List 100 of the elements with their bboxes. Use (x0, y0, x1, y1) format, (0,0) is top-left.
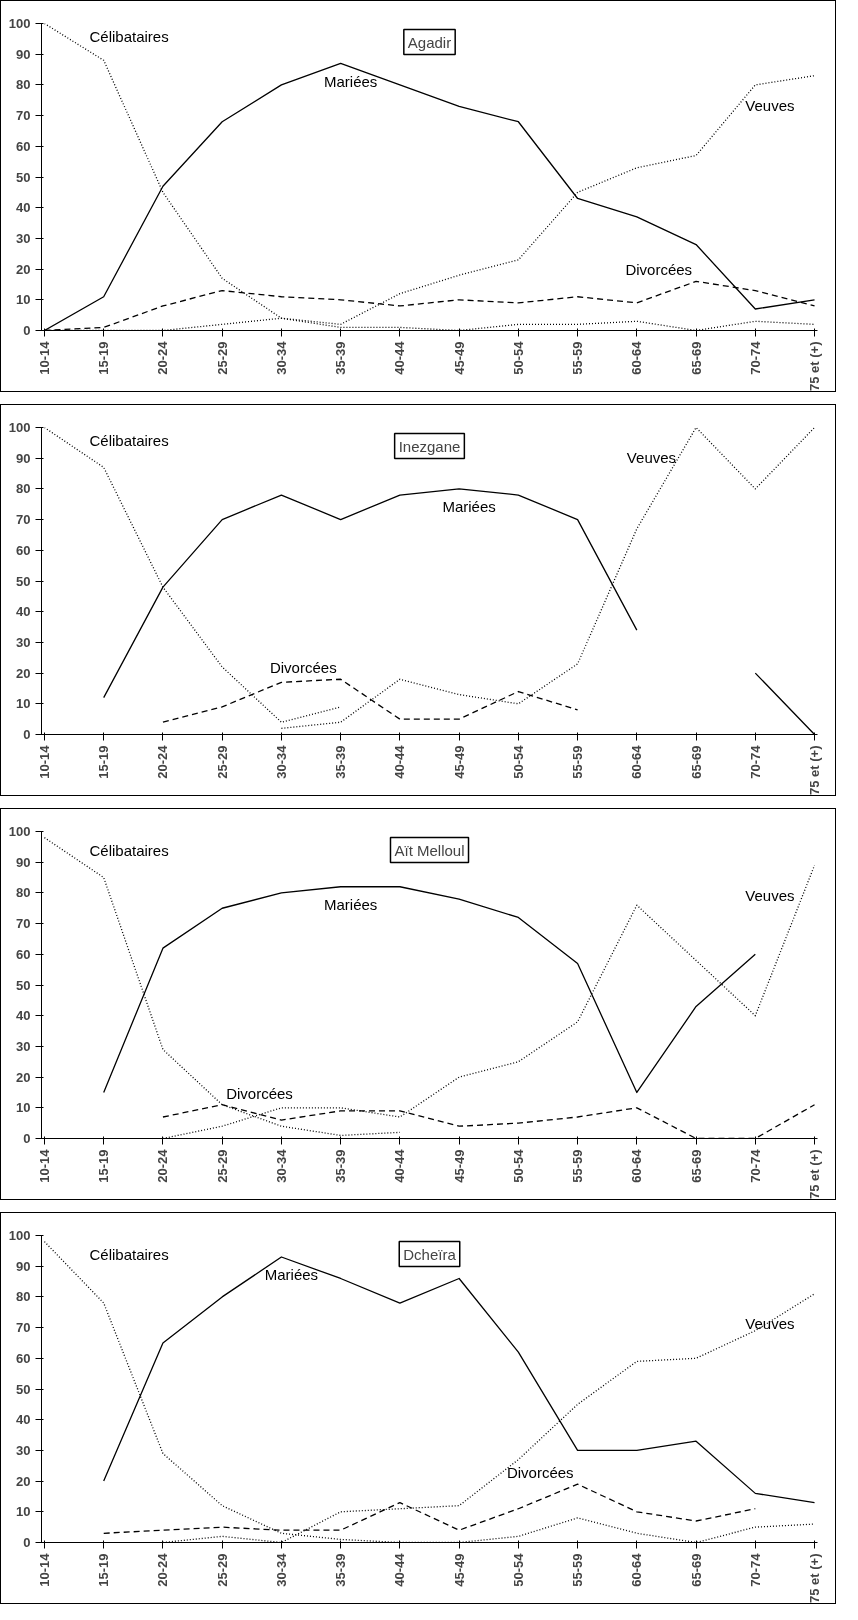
y-tick-label: 70 (16, 1320, 31, 1336)
x-tick-label: 75 et (+) (807, 1553, 823, 1603)
y-tick-label: 10 (16, 292, 31, 308)
y-tick-label: 20 (16, 665, 31, 681)
x-tick-label: 10-14 (36, 1148, 52, 1183)
y-tick-label: 100 (8, 420, 31, 435)
y-tick-label: 70 (16, 916, 31, 932)
y-tick-label: 0 (23, 727, 31, 742)
series-label: Célibataires (89, 841, 169, 859)
x-tick-label: 10-14 (36, 1552, 52, 1587)
x-tick-label: 70-74 (747, 1148, 763, 1183)
y-tick-label: 50 (16, 573, 31, 589)
series-label: Mariées (323, 72, 378, 90)
x-tick-label: 65-69 (688, 1149, 704, 1183)
x-tick-label: 25-29 (214, 1149, 230, 1183)
y-tick-label: 10 (16, 1100, 31, 1116)
y-tick-label: 60 (16, 1350, 31, 1366)
y-tick-label: 90 (16, 450, 31, 466)
series-label: Divorcées (625, 261, 693, 279)
series-label: Divorcées (506, 1464, 574, 1482)
series-label: Veuves (745, 1315, 795, 1333)
y-tick-label: 100 (8, 16, 31, 31)
series-label: Divorcées (226, 1084, 293, 1102)
y-tick-label: 70 (16, 108, 31, 124)
x-tick-label: 45-49 (451, 1149, 467, 1183)
series-label: Mariées (264, 1266, 319, 1284)
x-tick-label: 70-74 (747, 1552, 763, 1587)
x-tick-label: 40-44 (392, 1552, 408, 1587)
text: Aït Melloul (394, 841, 465, 859)
x-tick-label: 25-29 (214, 745, 230, 779)
y-tick-label: 100 (8, 824, 31, 839)
x-tick-label: 15-19 (96, 1149, 112, 1183)
x-tick-label: 55-59 (570, 1553, 586, 1587)
y-tick-label: 80 (16, 481, 31, 497)
y-tick-label: 10 (16, 1504, 31, 1520)
x-tick-label: 50-54 (510, 340, 526, 375)
x-tick-label: 30-34 (273, 744, 289, 779)
y-tick-label: 0 (23, 323, 31, 338)
x-tick-label: 20-24 (155, 744, 171, 779)
x-tick-label: 15-19 (96, 1553, 112, 1587)
y-tick-label: 10 (16, 696, 31, 712)
x-tick-label: 35-39 (333, 1553, 349, 1587)
x-tick-label: 75 et (+) (807, 341, 823, 391)
x-tick-label: 55-59 (570, 1149, 586, 1183)
text: Inezgane (398, 437, 461, 455)
text: Dcheïra (403, 1245, 457, 1263)
x-tick-label: 40-44 (392, 340, 408, 375)
x-tick-label: 45-49 (451, 1553, 467, 1587)
x-tick-label: 20-24 (155, 1148, 171, 1183)
y-tick-label: 90 (16, 46, 31, 62)
y-tick-label: 50 (16, 1381, 31, 1397)
y-tick-label: 30 (16, 1442, 31, 1458)
text: Agadir (407, 33, 452, 51)
x-tick-label: 50-54 (510, 1148, 526, 1183)
y-tick-label: 40 (16, 1008, 31, 1024)
y-tick-label: 70 (16, 512, 31, 528)
x-tick-label: 30-34 (273, 1148, 289, 1183)
x-tick-label: 45-49 (451, 745, 467, 779)
series-label: Divorcées (269, 659, 337, 677)
y-tick-label: 80 (16, 1289, 31, 1305)
x-tick-label: 20-24 (155, 1552, 171, 1587)
series-label: Mariées (442, 498, 496, 516)
x-tick-label: 30-34 (273, 1552, 289, 1587)
y-tick-label: 100 (8, 1228, 31, 1243)
x-tick-label: 55-59 (570, 341, 586, 375)
series-label: Célibataires (89, 27, 169, 45)
x-tick-label: 40-44 (392, 744, 408, 779)
x-tick-label: 10-14 (36, 340, 52, 375)
series-label: Veuves (626, 449, 677, 466)
x-tick-label: 75 et (+) (807, 1149, 823, 1199)
x-tick-label: 15-19 (96, 341, 112, 375)
x-tick-label: 20-24 (155, 340, 171, 375)
y-tick-label: 40 (16, 200, 31, 216)
series-label: Célibataires (89, 431, 169, 449)
series-label: Veuves (745, 886, 795, 904)
series-label: Veuves (745, 97, 795, 115)
y-tick-label: 60 (16, 138, 31, 154)
x-tick-label: 50-54 (510, 1552, 526, 1587)
x-tick-label: 75 et (+) (807, 745, 823, 795)
x-tick-label: 25-29 (214, 341, 230, 375)
x-tick-label: 45-49 (451, 341, 467, 375)
x-tick-label: 65-69 (688, 1553, 704, 1587)
x-tick-label: 35-39 (333, 745, 349, 779)
y-tick-label: 50 (16, 977, 31, 993)
x-tick-label: 60-64 (629, 744, 645, 779)
x-tick-label: 60-64 (629, 1552, 645, 1587)
y-tick-label: 30 (16, 1038, 31, 1054)
y-tick-label: 90 (16, 1258, 31, 1274)
x-tick-label: 65-69 (688, 745, 704, 779)
y-tick-label: 80 (16, 77, 31, 93)
y-tick-label: 40 (16, 1412, 31, 1428)
x-tick-label: 10-14 (36, 744, 52, 779)
x-tick-label: 55-59 (570, 745, 586, 779)
y-tick-label: 20 (16, 1473, 31, 1489)
y-tick-label: 20 (16, 1069, 31, 1085)
x-tick-label: 15-19 (96, 745, 112, 779)
x-tick-label: 70-74 (747, 744, 763, 779)
y-tick-label: 60 (16, 542, 31, 558)
x-tick-label: 25-29 (214, 1553, 230, 1587)
y-tick-label: 90 (16, 854, 31, 870)
